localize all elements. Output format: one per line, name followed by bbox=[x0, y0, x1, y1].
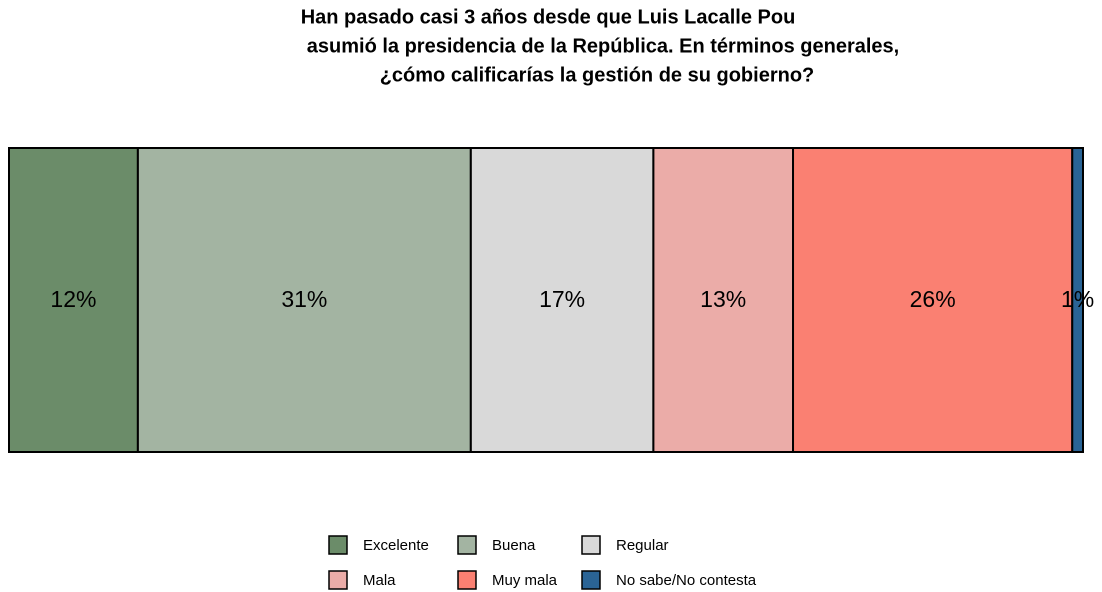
bar-segment bbox=[136, 147, 472, 453]
bar-segment bbox=[469, 147, 655, 453]
bar-segment bbox=[792, 147, 1074, 453]
legend-swatch bbox=[581, 570, 601, 590]
value-label: 31% bbox=[281, 286, 327, 312]
chart-title: asumió la presidencia de la República. E… bbox=[307, 35, 899, 57]
value-label: 13% bbox=[700, 286, 746, 312]
bar-segment bbox=[1071, 147, 1085, 453]
legend-label: No sabe/No contesta bbox=[616, 572, 757, 589]
chart-title: Han pasado casi 3 años desde que Luis La… bbox=[301, 6, 796, 28]
bar-segment bbox=[8, 147, 139, 453]
legend-label: Regular bbox=[616, 537, 669, 554]
chart-title: ¿cómo calificarías la gestión de su gobi… bbox=[380, 64, 815, 86]
legend-label: Excelente bbox=[363, 537, 429, 554]
value-label: 17% bbox=[539, 286, 585, 312]
legend-swatch bbox=[457, 535, 477, 555]
value-label: 26% bbox=[910, 286, 956, 312]
legend-label: Buena bbox=[492, 537, 536, 554]
value-label: 12% bbox=[50, 286, 96, 312]
legend-swatch bbox=[328, 535, 348, 555]
legend-swatch bbox=[328, 570, 348, 590]
value-label: 1% bbox=[1061, 286, 1094, 312]
bar-segment bbox=[652, 147, 795, 453]
legend-swatch bbox=[457, 570, 477, 590]
legend-label: Muy mala bbox=[492, 572, 558, 589]
legend-swatch bbox=[581, 535, 601, 555]
legend-label: Mala bbox=[363, 572, 396, 589]
